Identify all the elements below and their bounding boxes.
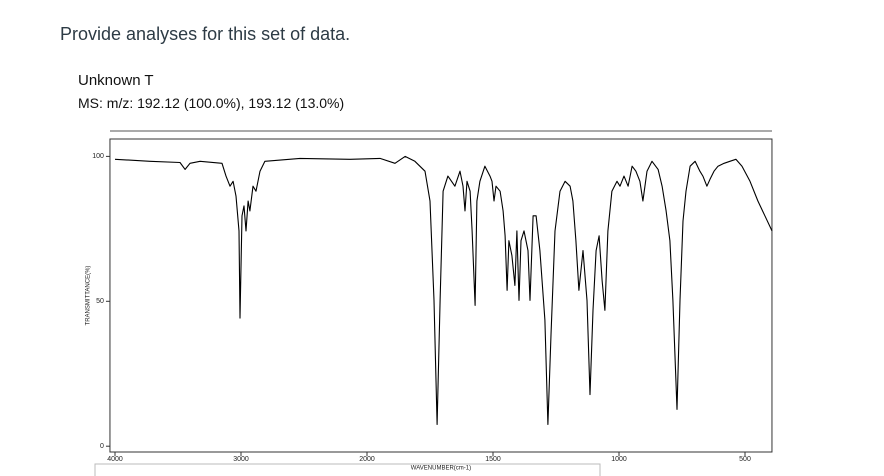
x-tick-label: 4000 — [107, 456, 123, 463]
x-tick-label: 1000 — [611, 456, 627, 463]
y-axis-label: TRANSMITTANCE(%) — [86, 266, 92, 326]
x-axis-label: WAVENUMBER(cm-1) — [411, 466, 471, 472]
mass-spec: MS: m/z: 192.12 (100.0%), 193.12 (13.0%) — [78, 95, 345, 111]
spectrum-title: Unknown T — [78, 72, 154, 89]
x-tick-label: 3000 — [233, 456, 249, 463]
x-tick-label: 500 — [739, 456, 751, 463]
answer-box — [94, 463, 601, 476]
x-tick-label: 2000 — [359, 456, 375, 463]
y-tick-label: 100 — [92, 153, 104, 160]
plot-frame — [109, 138, 773, 453]
x-tick-label: 1500 — [485, 456, 501, 463]
spectrum-line — [114, 155, 773, 426]
question: Provide analyses for this set of data. — [60, 24, 351, 44]
y-tick-label: 0 — [100, 443, 104, 450]
y-tick-label: 50 — [96, 298, 104, 305]
